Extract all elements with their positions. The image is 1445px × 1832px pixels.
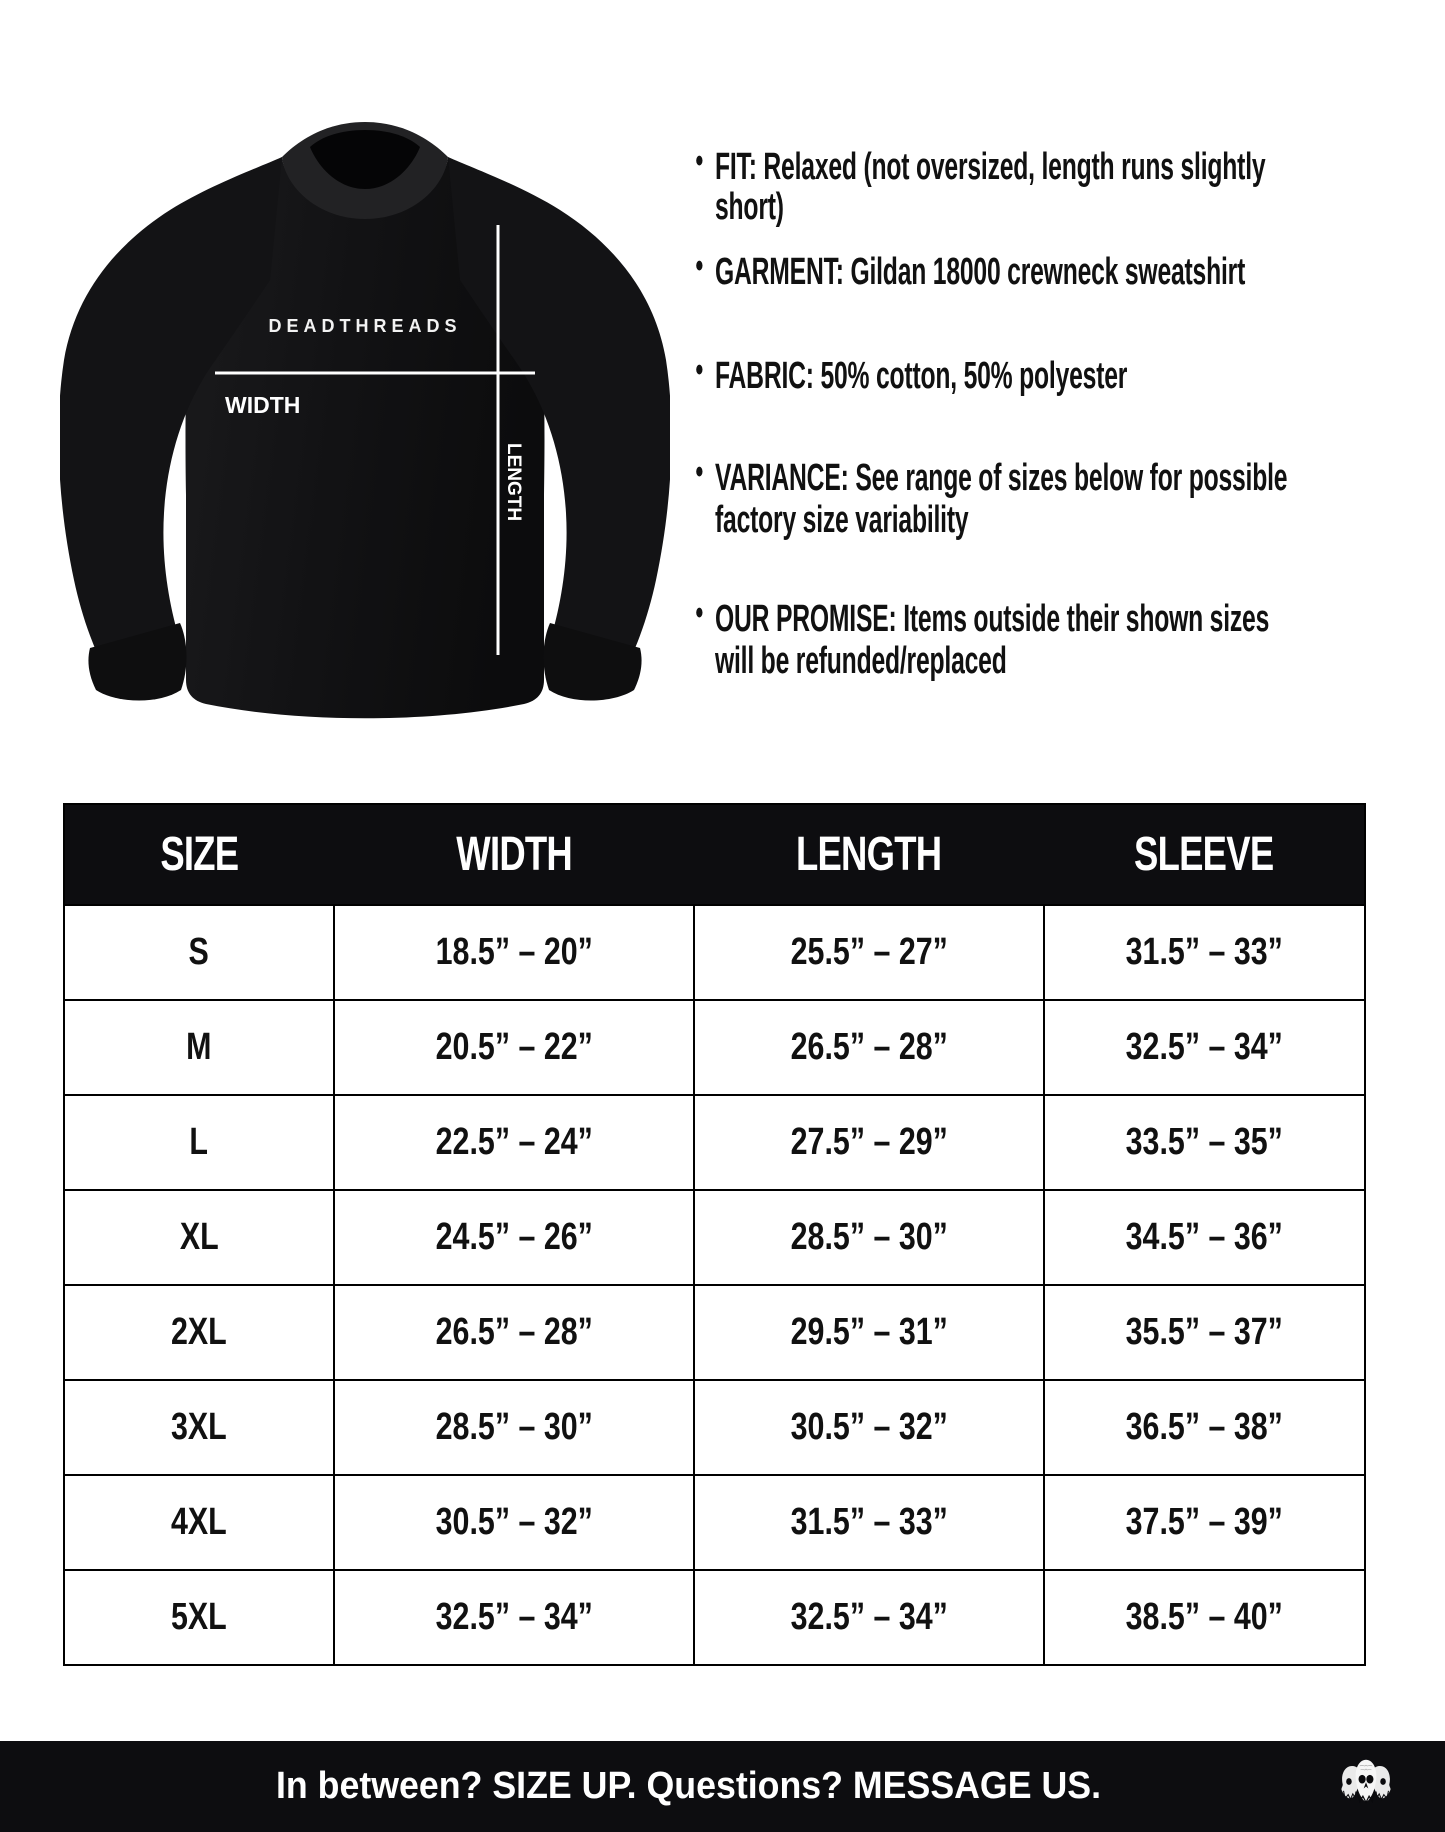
- svg-text:WIDTH: WIDTH: [225, 392, 300, 418]
- svg-text:DEADTHREADS: DEADTHREADS: [268, 316, 461, 336]
- svg-text:LENGTH: LENGTH: [503, 443, 524, 521]
